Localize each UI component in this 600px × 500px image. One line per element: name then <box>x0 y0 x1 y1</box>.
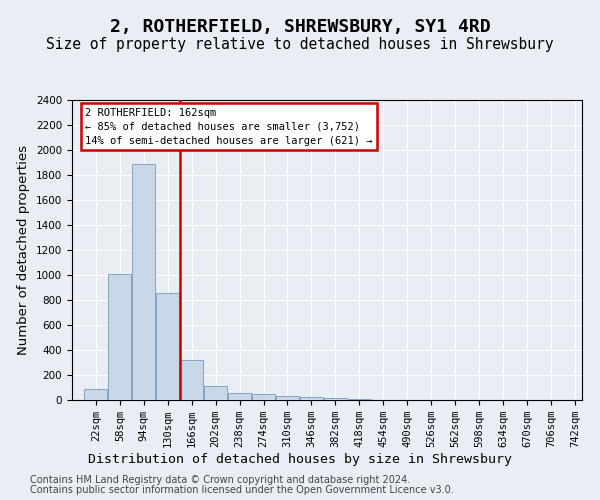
Bar <box>133 164 155 400</box>
Bar <box>324 398 347 400</box>
Bar <box>276 396 299 400</box>
Bar <box>157 292 179 400</box>
Bar <box>252 394 275 400</box>
Text: 2 ROTHERFIELD: 162sqm
← 85% of detached houses are smaller (3,752)
14% of semi-d: 2 ROTHERFIELD: 162sqm ← 85% of detached … <box>85 108 373 146</box>
Bar <box>180 360 203 400</box>
Bar <box>109 274 131 400</box>
Text: 2, ROTHERFIELD, SHREWSBURY, SY1 4RD: 2, ROTHERFIELD, SHREWSBURY, SY1 4RD <box>110 18 490 36</box>
Bar <box>204 386 227 400</box>
Text: Contains HM Land Registry data © Crown copyright and database right 2024.: Contains HM Land Registry data © Crown c… <box>30 475 410 485</box>
Text: Distribution of detached houses by size in Shrewsbury: Distribution of detached houses by size … <box>88 452 512 466</box>
Y-axis label: Number of detached properties: Number of detached properties <box>17 145 31 355</box>
Text: Size of property relative to detached houses in Shrewsbury: Size of property relative to detached ho… <box>46 38 554 52</box>
Text: Contains public sector information licensed under the Open Government Licence v3: Contains public sector information licen… <box>30 485 454 495</box>
Bar <box>228 393 251 400</box>
Bar <box>300 397 323 400</box>
Bar <box>85 389 107 400</box>
